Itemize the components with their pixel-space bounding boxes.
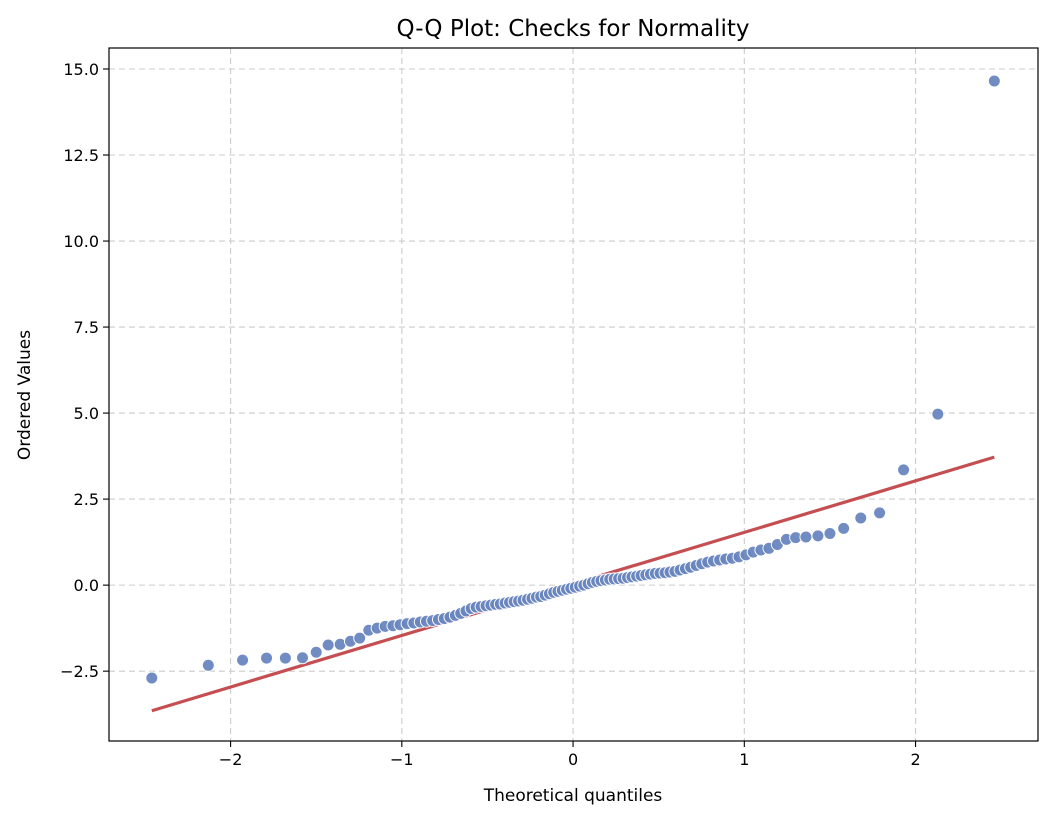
data-point [201, 658, 215, 672]
x-axis-ticks: −2 −1 0 1 2 [219, 741, 921, 769]
y-tick-label: 0.0 [74, 576, 99, 595]
data-point [278, 651, 292, 665]
data-point [987, 74, 1001, 88]
y-tick-label: 5.0 [74, 404, 99, 423]
data-point [811, 529, 825, 543]
data-point [309, 645, 323, 659]
chart-title: Q-Q Plot: Checks for Normality [397, 16, 750, 42]
data-point [321, 638, 335, 652]
y-tick-label: 12.5 [63, 146, 99, 165]
grid [109, 48, 1038, 741]
y-tick-label: 10.0 [63, 232, 99, 251]
data-point [837, 521, 851, 535]
data-point [799, 530, 813, 544]
data-point [873, 506, 887, 520]
data-point [897, 463, 911, 477]
data-point [145, 671, 159, 685]
y-axis-label: Ordered Values [15, 330, 35, 460]
data-point [260, 651, 274, 665]
x-axis-label: Theoretical quantiles [483, 786, 663, 806]
data-point [854, 511, 868, 525]
x-tick-label: 0 [568, 750, 578, 769]
x-tick-label: 2 [910, 750, 920, 769]
x-tick-label: 1 [739, 750, 749, 769]
data-point [823, 527, 837, 541]
y-tick-label: 15.0 [63, 60, 99, 79]
y-tick-label: 2.5 [74, 490, 99, 509]
y-tick-label: −2.5 [60, 662, 99, 681]
x-tick-label: −2 [219, 750, 243, 769]
x-tick-label: −1 [390, 750, 414, 769]
data-point [931, 407, 945, 421]
y-axis-ticks: −2.5 0.0 2.5 5.0 7.5 10.0 12.5 15.0 [60, 60, 109, 681]
data-point [296, 651, 310, 665]
data-point [236, 653, 250, 667]
data-points [145, 74, 1001, 685]
y-tick-label: 7.5 [74, 318, 99, 337]
data-point [353, 631, 367, 645]
